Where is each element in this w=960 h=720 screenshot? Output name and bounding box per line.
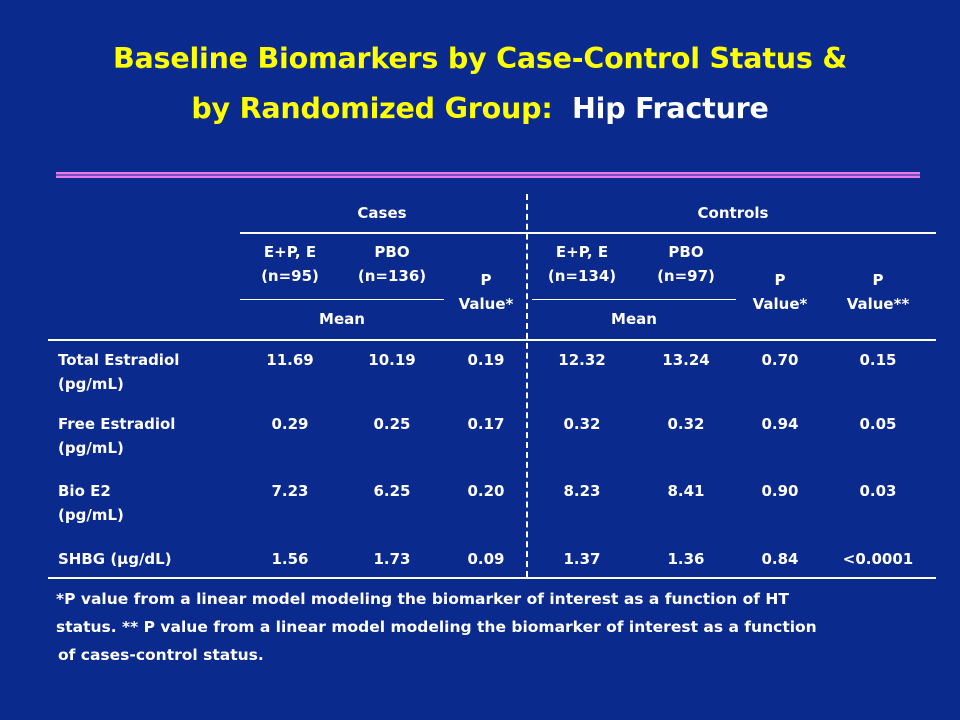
cell-controls-pbo: 8.41 — [667, 482, 705, 500]
footnote: *P value from a linear model modeling th… — [56, 585, 936, 669]
header-cases-ep-line1: E+P, E — [263, 243, 317, 261]
divider-line-mid — [56, 174, 920, 176]
cell-controls-pvalue: 0.70 — [761, 351, 799, 369]
cell-cases-pbo: 0.25 — [373, 415, 411, 433]
title-line-2-highlight: Hip Fracture — [571, 92, 769, 125]
header-controls-pvalue2-line1: P — [872, 271, 884, 289]
footnote-line-3: of cases-control status. — [58, 646, 264, 664]
cell-controls-pvalue: 0.94 — [761, 415, 799, 433]
header-cases-pvalue-line1: P — [480, 271, 492, 289]
header-rule — [240, 232, 936, 234]
cell-cases-ep: 1.56 — [271, 550, 309, 568]
cell-controls-ep: 0.32 — [563, 415, 601, 433]
slide-title: Baseline Biomarkers by Case-Control Stat… — [0, 34, 960, 134]
header-cases-pbo: PBO (n=136) — [342, 240, 442, 288]
footnote-line-2: status. ** P value from a linear model m… — [56, 618, 817, 636]
row-label-line2: (pg/mL) — [58, 439, 124, 457]
cell-cases-ep: 7.23 — [271, 482, 309, 500]
cell-cases-ep: 0.29 — [271, 415, 309, 433]
row-label: SHBG (µg/dL) — [58, 547, 172, 571]
title-divider — [56, 172, 920, 179]
header-cases: Cases — [357, 204, 407, 222]
header-controls-pbo: PBO (n=97) — [636, 240, 736, 288]
header-cases-pbo-line2: (n=136) — [357, 267, 427, 285]
table-bottom-rule — [48, 577, 936, 579]
title-line-2: by Randomized Group: Hip Fracture — [0, 84, 960, 134]
cell-controls-ep: 8.23 — [563, 482, 601, 500]
divider-line-top — [56, 172, 920, 174]
mean-label-controls: Mean — [611, 310, 657, 328]
row-label-line2: (pg/mL) — [58, 375, 124, 393]
row-label: Total Estradiol (pg/mL) — [58, 348, 179, 396]
cell-cases-pvalue: 0.19 — [467, 351, 505, 369]
header-bottom-rule — [48, 339, 936, 341]
row-label: Free Estradiol (pg/mL) — [58, 412, 175, 460]
cell-controls-pvalue2: <0.0001 — [842, 550, 914, 568]
header-cases-pvalue-line2: Value* — [458, 295, 514, 313]
row-label: Bio E2 (pg/mL) — [58, 479, 124, 527]
cell-controls-pbo: 0.32 — [667, 415, 705, 433]
cell-cases-pbo: 6.25 — [373, 482, 411, 500]
cell-cases-pbo: 10.19 — [368, 351, 416, 369]
mean-rule-cases — [240, 299, 444, 300]
cell-cases-pbo: 1.73 — [373, 550, 411, 568]
title-line-2-prefix: by Randomized Group: — [191, 92, 553, 125]
title-line-1: Baseline Biomarkers by Case-Control Stat… — [113, 42, 847, 75]
cell-controls-ep: 12.32 — [558, 351, 606, 369]
row-label-line1: Free Estradiol — [58, 415, 176, 433]
header-controls-pbo-line1: PBO — [668, 243, 704, 261]
row-label-line2: (pg/mL) — [58, 506, 124, 524]
header-cases-ep-line2: (n=95) — [261, 267, 319, 285]
header-controls-ep: E+P, E (n=134) — [532, 240, 632, 288]
header-controls-pvalue-line2: Value* — [752, 295, 808, 313]
group-separator — [526, 194, 528, 577]
header-cases-ep: E+P, E (n=95) — [240, 240, 340, 288]
mean-rule-controls — [532, 299, 736, 300]
cell-cases-ep: 11.69 — [266, 351, 314, 369]
divider-line-bottom — [56, 176, 920, 178]
cell-controls-pvalue2: 0.05 — [859, 415, 897, 433]
row-label-line1: Bio E2 — [58, 482, 111, 500]
cell-controls-pvalue: 0.90 — [761, 482, 799, 500]
cell-controls-pbo: 1.36 — [667, 550, 705, 568]
cell-cases-pvalue: 0.17 — [467, 415, 505, 433]
cell-controls-pvalue2: 0.15 — [859, 351, 897, 369]
cell-controls-pvalue2: 0.03 — [859, 482, 897, 500]
footnote-line-1: *P value from a linear model modeling th… — [56, 590, 789, 608]
header-controls-pvalue2-line2: Value** — [846, 295, 910, 313]
header-cases-pbo-line1: PBO — [374, 243, 410, 261]
cell-cases-pvalue: 0.09 — [467, 550, 505, 568]
header-cases-pvalue: P Value* — [446, 268, 526, 316]
header-controls-pvalue2: P Value** — [828, 268, 928, 316]
header-controls: Controls — [697, 204, 769, 222]
header-controls-pvalue-line1: P — [774, 271, 786, 289]
row-label-line1: Total Estradiol — [58, 351, 180, 369]
header-controls-ep-line1: E+P, E — [555, 243, 609, 261]
cell-cases-pvalue: 0.20 — [467, 482, 505, 500]
cell-controls-pbo: 13.24 — [662, 351, 710, 369]
header-controls-ep-line2: (n=134) — [547, 267, 617, 285]
row-label-line1: SHBG (µg/dL) — [58, 550, 172, 568]
cell-controls-pvalue: 0.84 — [761, 550, 799, 568]
mean-label-cases: Mean — [319, 310, 365, 328]
header-controls-pbo-line2: (n=97) — [657, 267, 715, 285]
cell-controls-ep: 1.37 — [563, 550, 601, 568]
header-controls-pvalue: P Value* — [740, 268, 820, 316]
